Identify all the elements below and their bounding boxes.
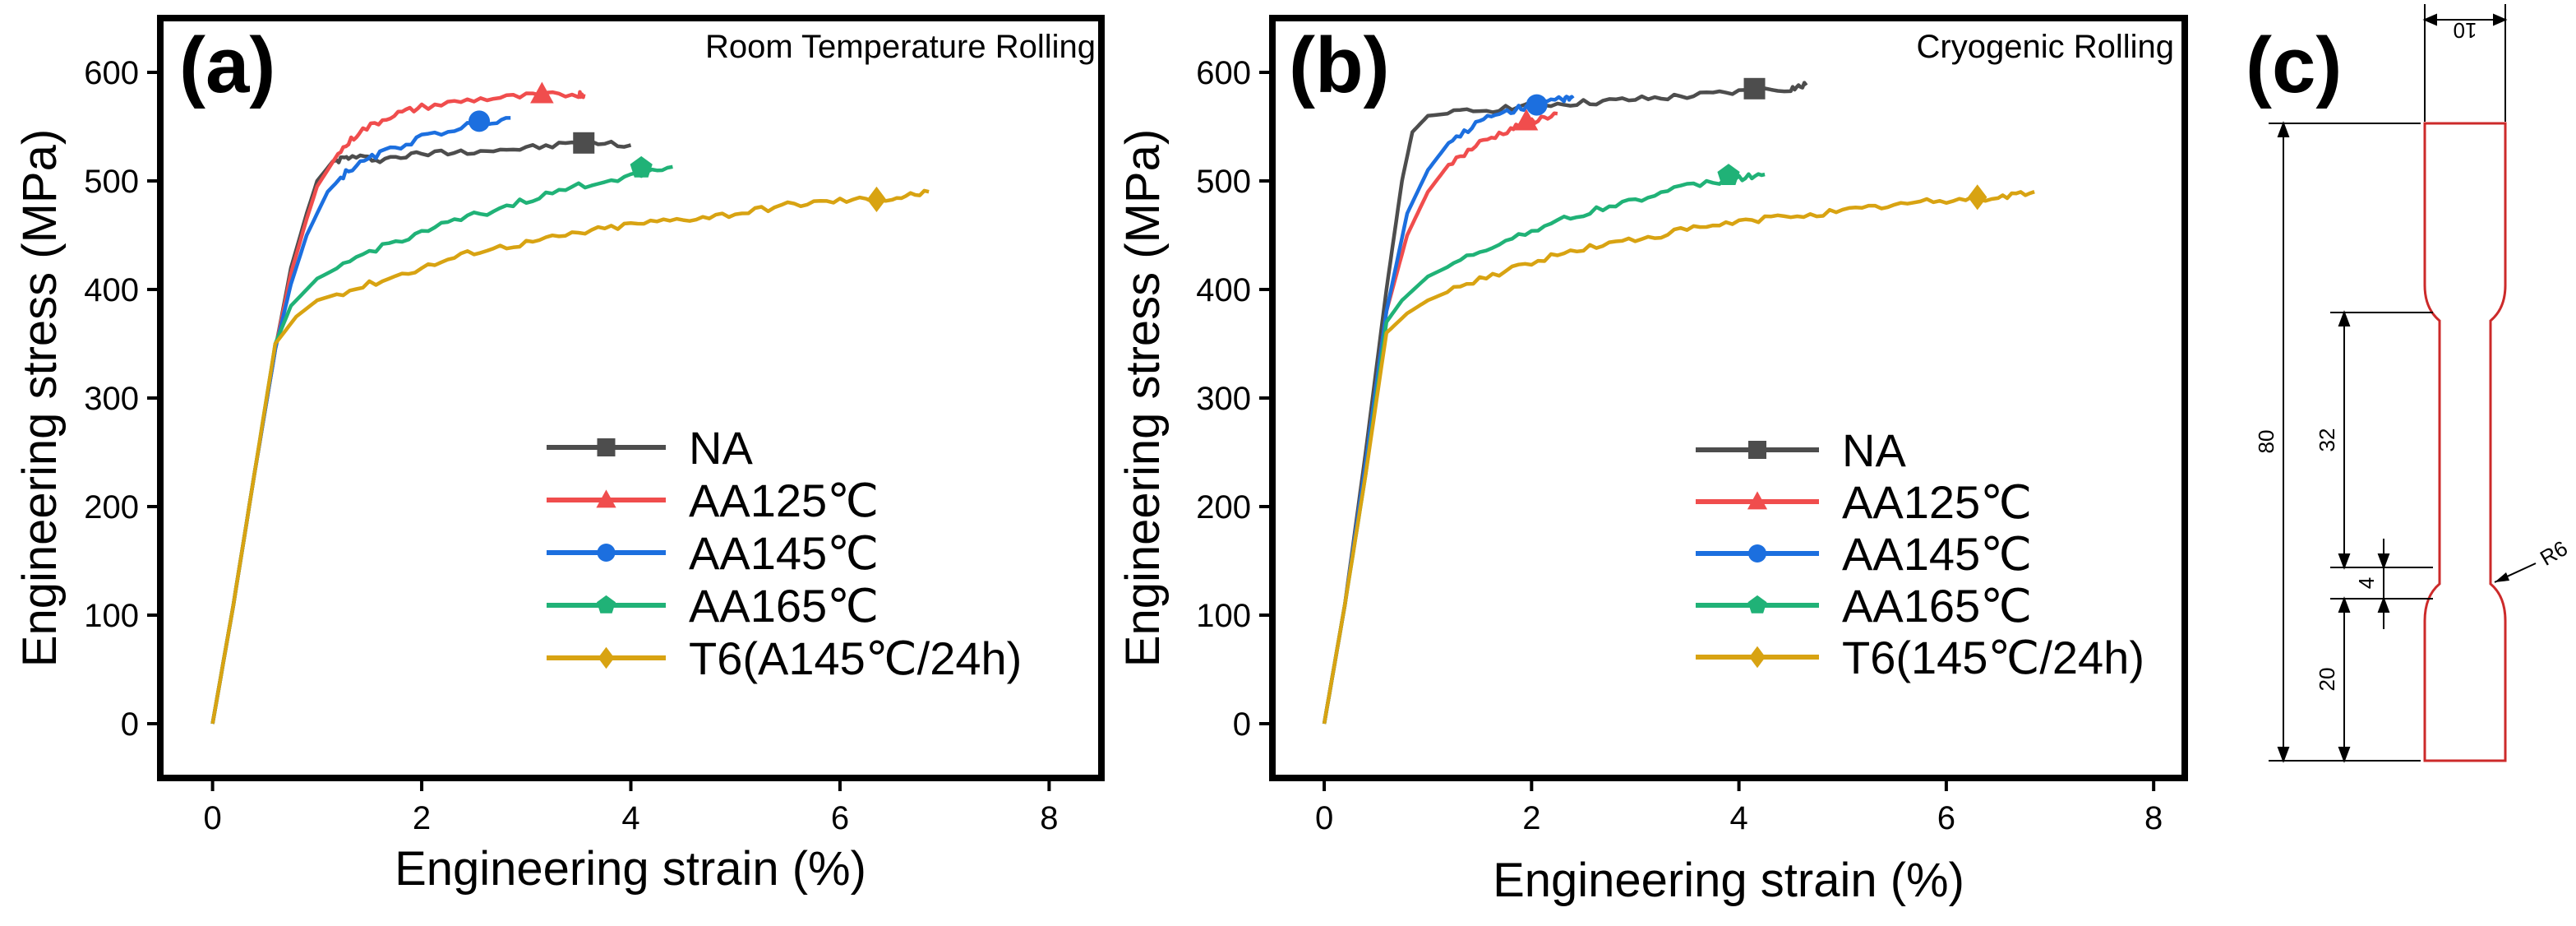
series-marker-aa145 xyxy=(469,110,491,132)
panel-a-xlabel: Engineering strain (%) xyxy=(395,842,866,896)
legend-label-t6: T6(A145℃/24h) xyxy=(689,632,1022,684)
y-tick-label: 300 xyxy=(84,381,139,417)
x-tick-label: 6 xyxy=(831,800,849,836)
specimen-outline xyxy=(2423,122,2507,762)
x-tick-label: 8 xyxy=(1040,800,1058,836)
legend-marker-aa145 xyxy=(597,544,616,562)
panel-b-title: Cryogenic Rolling xyxy=(1917,29,2174,65)
series-line-t6 xyxy=(210,188,930,725)
legend-marker-aa125 xyxy=(596,489,616,508)
x-tick-label: 0 xyxy=(1315,800,1333,836)
legend-label-t6: T6(145℃/24h) xyxy=(1842,632,2144,683)
legend-label-aa145: AA145℃ xyxy=(1842,528,2032,580)
width-dimension xyxy=(2422,4,2508,122)
panel-b-ylabel: Engineering stress (MPa) xyxy=(1116,129,1170,667)
y-tick-label: 300 xyxy=(1196,381,1251,417)
legend-marker-na xyxy=(597,438,616,456)
radius-callout xyxy=(2494,563,2537,583)
legend-label-aa125: AA125℃ xyxy=(1842,476,2032,528)
legend-marker-na xyxy=(1748,441,1766,459)
legend-label-aa145: AA145℃ xyxy=(689,527,879,579)
series-marker-t6 xyxy=(866,186,887,213)
series-marker-aa165 xyxy=(1717,164,1740,185)
panel-b-frame xyxy=(1269,15,2188,781)
x-tick-label: 4 xyxy=(621,800,639,836)
grip-length-dimension xyxy=(2338,596,2351,763)
radius-label: R6 xyxy=(2536,535,2572,571)
legend-marker-aa145 xyxy=(1748,544,1766,563)
y-tick-label: 0 xyxy=(121,706,139,743)
panel-a-markers xyxy=(469,81,887,213)
total-length-dimension xyxy=(2277,121,2290,763)
series-line-na xyxy=(210,139,632,725)
panel-b-xlabel: Engineering strain (%) xyxy=(1493,854,1964,907)
legend-label-aa165: AA165℃ xyxy=(1842,580,2032,632)
x-tick-label: 2 xyxy=(413,800,431,836)
series-marker-aa125 xyxy=(1514,109,1539,131)
panel-a-title: Room Temperature Rolling xyxy=(705,29,1096,65)
gauge-length-dimension xyxy=(2338,310,2351,570)
panel-b-ticks: 0 2 4 6 8 0 100 200 300 400 500 600 xyxy=(1196,55,2163,836)
y-tick-label: 200 xyxy=(1196,489,1251,526)
gauge-length-label: 32 xyxy=(2315,428,2339,452)
y-tick-label: 500 xyxy=(1196,164,1251,200)
series-marker-na xyxy=(1743,77,1766,100)
legend-label-na: NA xyxy=(1842,424,1906,476)
series-line-aa145 xyxy=(1322,95,1575,725)
y-tick-label: 0 xyxy=(1233,706,1251,743)
series-marker-na xyxy=(573,132,595,154)
panel-a-series xyxy=(210,90,930,725)
legend-marker-aa125 xyxy=(1747,491,1768,510)
series-marker-aa165 xyxy=(630,155,653,178)
panel-a-label: (a) xyxy=(179,21,275,109)
x-tick-label: 2 xyxy=(1522,800,1540,836)
y-tick-label: 400 xyxy=(1196,272,1251,308)
panel-a: 0 2 4 6 8 0 100 200 300 400 500 600 (a) Room Temper… xyxy=(13,15,1105,896)
panel-b-markers xyxy=(1514,77,1987,211)
width-dimension-label: 10 xyxy=(2454,18,2477,43)
series-line-aa125 xyxy=(210,90,586,725)
panel-a-ylabel: Engineering stress (MPa) xyxy=(13,129,67,667)
extension-lines xyxy=(2269,123,2433,762)
series-line-aa145 xyxy=(210,116,511,725)
panel-b-label: (b) xyxy=(1289,21,1390,109)
x-tick-label: 0 xyxy=(203,800,221,836)
panel-b: 0 2 4 6 8 0 100 200 300 400 500 600 (b) Cryogenic R… xyxy=(1116,15,2188,907)
panel-c-label: (c) xyxy=(2246,21,2342,109)
x-tick-label: 4 xyxy=(1729,800,1747,836)
grip-length-label: 20 xyxy=(2315,668,2339,692)
y-tick-label: 500 xyxy=(84,164,139,200)
legend-marker-aa165 xyxy=(597,595,616,613)
series-marker-t6 xyxy=(1968,184,1987,211)
series-line-t6 xyxy=(1322,190,2035,725)
legend-marker-t6 xyxy=(598,646,615,669)
series-marker-aa145 xyxy=(1526,94,1548,116)
legend-label-aa165: AA165℃ xyxy=(689,580,879,632)
legend-label-na: NA xyxy=(689,422,753,474)
y-tick-label: 600 xyxy=(84,55,139,91)
transition-dimension xyxy=(2377,539,2390,629)
x-tick-label: 6 xyxy=(1937,800,1955,836)
series-line-aa125 xyxy=(1322,111,1558,725)
y-tick-label: 100 xyxy=(1196,598,1251,634)
legend-label-aa125: AA125℃ xyxy=(689,475,879,526)
series-marker-aa125 xyxy=(530,81,554,104)
legend-marker-aa165 xyxy=(1747,595,1767,613)
panel-a-frame xyxy=(157,15,1105,781)
series-line-na xyxy=(1322,81,1808,725)
panel-a-ticks: 0 2 4 6 8 0 100 200 300 400 500 600 xyxy=(84,55,1058,836)
y-tick-label: 400 xyxy=(84,272,139,308)
y-tick-label: 200 xyxy=(84,489,139,526)
y-tick-label: 100 xyxy=(84,598,139,634)
y-tick-label: 600 xyxy=(1196,55,1251,91)
legend-marker-t6 xyxy=(1749,646,1766,669)
total-length-label: 80 xyxy=(2254,430,2278,454)
transition-label: 4 xyxy=(2354,577,2379,589)
x-tick-label: 8 xyxy=(2144,800,2163,836)
panel-c-specimen-diagram: (c) 10 80 xyxy=(2246,4,2572,763)
